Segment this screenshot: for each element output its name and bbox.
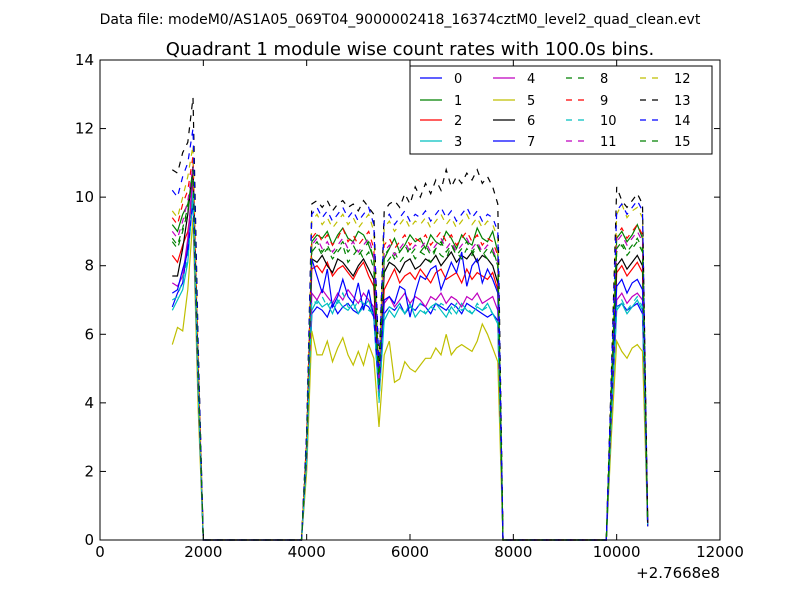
x-tick-label-4: 8000 (494, 543, 532, 561)
legend-label-15: 15 (674, 135, 691, 150)
legend-label-8: 8 (600, 72, 608, 87)
y-tick-label-6: 12 (75, 120, 94, 138)
y-tick-label-1: 2 (84, 462, 94, 480)
legend-label-13: 13 (674, 94, 691, 109)
x-tick-label-1: 2000 (184, 543, 222, 561)
x-tick-label-0: 0 (95, 543, 105, 561)
legend-label-2: 2 (454, 114, 462, 129)
x-tick-label-6: 12000 (696, 543, 744, 561)
y-tick-label-4: 8 (84, 257, 94, 275)
legend-label-14: 14 (674, 114, 691, 129)
legend-label-5: 5 (527, 94, 535, 109)
legend-label-1: 1 (454, 94, 462, 109)
legend-label-6: 6 (527, 114, 535, 129)
y-tick-label-7: 14 (75, 51, 94, 69)
y-tick-label-2: 4 (84, 394, 94, 412)
x-tick-label-2: 4000 (288, 543, 326, 561)
y-tick-label-0: 0 (84, 531, 94, 549)
legend-label-9: 9 (600, 94, 608, 109)
x-tick-label-5: 10000 (593, 543, 641, 561)
legend-label-7: 7 (527, 135, 535, 150)
y-tick-label-5: 10 (75, 188, 94, 206)
x-tick-label-3: 6000 (391, 543, 429, 561)
legend-label-0: 0 (454, 72, 462, 87)
legend-box (409, 65, 713, 155)
chart-title: Quadrant 1 module wise count rates with … (166, 39, 655, 60)
x-offset-label: +2.7668e8 (636, 564, 720, 582)
legend-label-12: 12 (674, 72, 691, 87)
y-tick-label-3: 6 (84, 325, 94, 343)
suptitle: Data file: modeM0/AS1A05_069T04_90000024… (100, 12, 701, 28)
legend-label-11: 11 (600, 135, 617, 150)
legend-label-10: 10 (600, 114, 617, 129)
legend-label-4: 4 (527, 72, 535, 87)
legend-label-3: 3 (454, 135, 462, 150)
